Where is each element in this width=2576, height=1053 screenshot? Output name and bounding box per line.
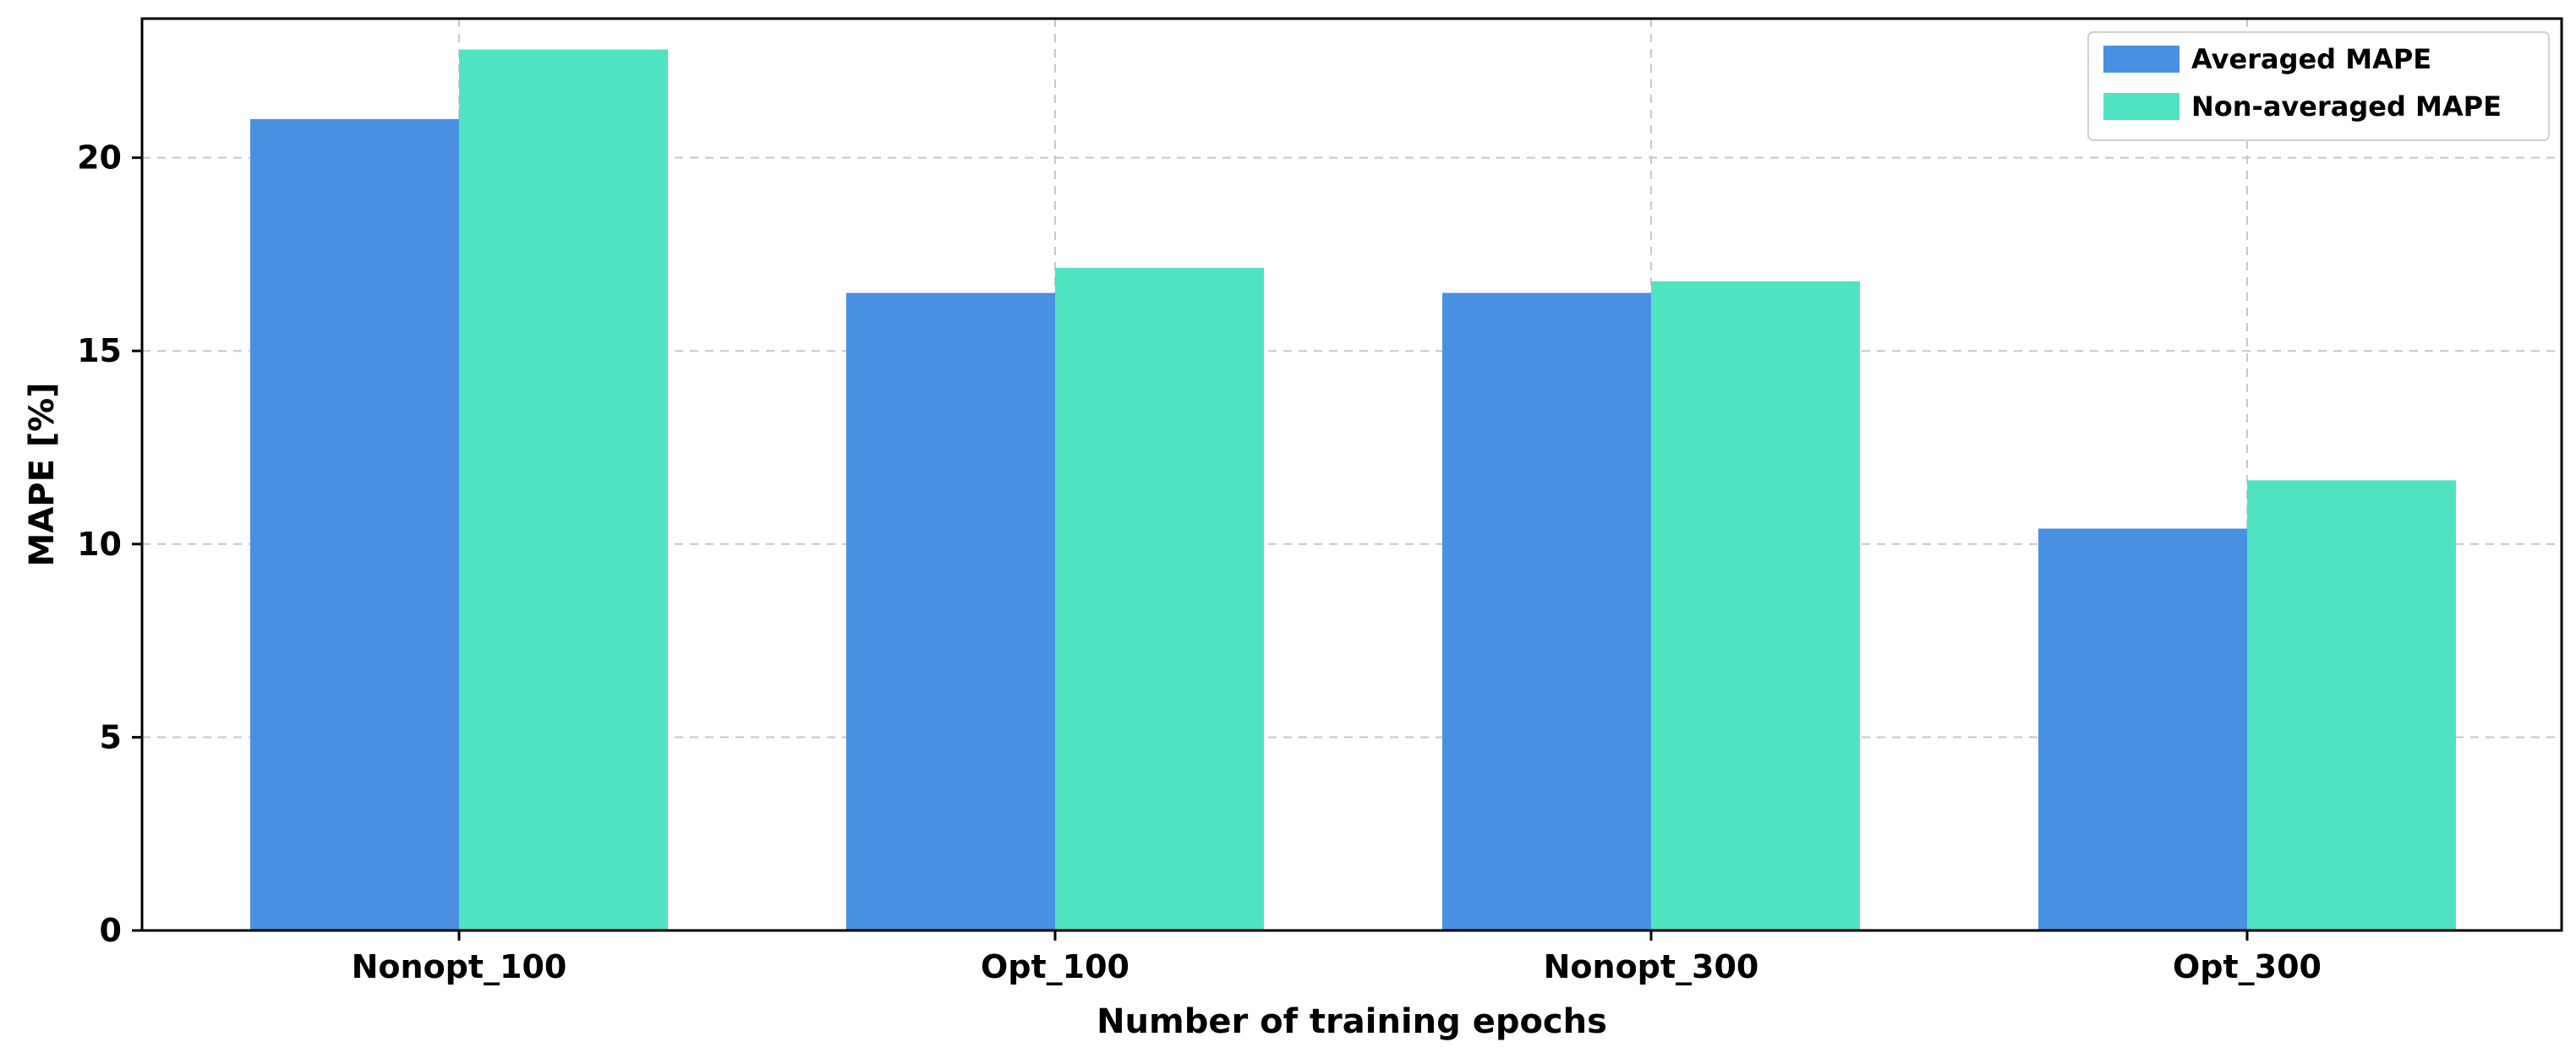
legend-swatch-averaged [2103, 46, 2179, 73]
bar-non-averaged [1055, 267, 1264, 930]
bar-averaged [1442, 292, 1651, 931]
legend-box [2087, 31, 2550, 141]
y-tick-label: 10 [77, 526, 122, 563]
legend-swatch-non-averaged [2103, 93, 2179, 120]
x-tick-label: Opt_100 [981, 948, 1129, 985]
y-tick-label: 5 [100, 718, 122, 756]
y-tick-label: 20 [77, 139, 122, 177]
y-tick-label: 0 [100, 912, 122, 949]
y-axis-title: MAPE [%] [23, 383, 62, 567]
x-tick-label: Nonopt_300 [1544, 948, 1759, 985]
bar-non-averaged [2247, 480, 2456, 930]
bar-averaged [846, 292, 1055, 931]
bar-averaged [250, 118, 459, 931]
bar-non-averaged [459, 49, 668, 930]
legend: Averaged MAPE Non-averaged MAPE [2087, 31, 2550, 141]
legend-label-non-averaged: Non-averaged MAPE [2191, 90, 2502, 123]
x-tick-label: Opt_300 [2173, 948, 2322, 985]
legend-label-averaged: Averaged MAPE [2191, 43, 2431, 75]
y-tick-label: 15 [77, 332, 122, 369]
x-axis-title: Number of training epochs [1097, 1002, 1607, 1041]
x-axis-ticks: Nonopt_100 Opt_100 Nonopt_300 Opt_300 [352, 930, 2322, 985]
x-tick-label: Nonopt_100 [352, 948, 567, 985]
plot-frame [140, 17, 2563, 932]
y-axis-ticks: 0 5 10 15 20 [77, 139, 142, 949]
bar-averaged [2038, 528, 2247, 930]
bar-layer [250, 49, 2456, 931]
bar-non-averaged [1651, 281, 1860, 930]
